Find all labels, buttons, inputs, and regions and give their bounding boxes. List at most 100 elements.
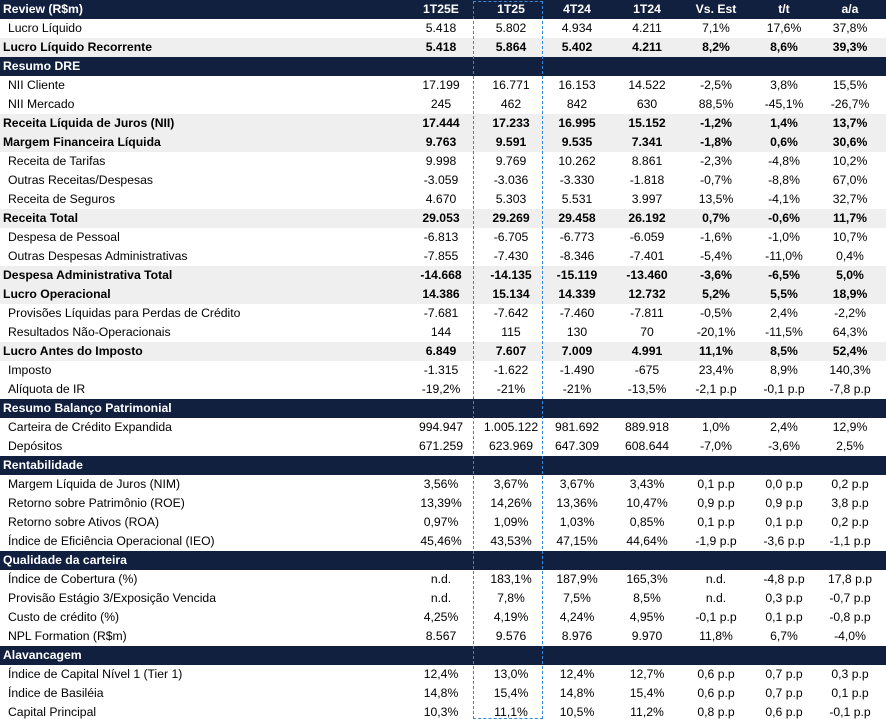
row-label: Depósitos — [8, 439, 63, 453]
value-vs-est: 5,2% — [702, 287, 730, 301]
value-1t24: 4,95% — [629, 610, 665, 624]
value-aa: 64,3% — [832, 325, 868, 339]
value-4t24: 16.995 — [558, 116, 596, 130]
value-vs-est: n.d. — [705, 572, 727, 586]
value-tt: -0,6% — [768, 211, 800, 225]
value-tt: -11,5% — [765, 325, 803, 339]
value-tt: -8,8% — [768, 173, 800, 187]
row-label: Retorno sobre Ativos (ROA) — [8, 515, 160, 529]
value-1t25: 462 — [500, 97, 522, 111]
value-1t25e: n.d. — [430, 572, 452, 586]
value-vs-est: 0,6 p.p — [697, 686, 735, 700]
table-row: NII Mercado 245 462 842 630 88,5% -45,1% -26,7% — [0, 95, 886, 114]
table-row: Índice de Basiléia 14,8% 15,4% 14,8% 15,4% 0,… — [0, 684, 886, 703]
table-row: Alíquota de IR -19,2% -21% -21% -13,5% -2,1 p… — [0, 380, 886, 399]
table-row: Resultados Não-Operacionais 144 115 130 70 -2… — [0, 323, 886, 342]
row-label: Review (R$m) — [3, 2, 83, 16]
value-4t24: 5.402 — [561, 40, 593, 54]
value-4t24: 5.531 — [561, 192, 593, 206]
value-1t25e: 144 — [430, 325, 452, 339]
value-aa: 10,2% — [832, 154, 868, 168]
value-1t24: -13,5% — [627, 382, 667, 396]
value-1t25: 5.864 — [495, 40, 527, 54]
value-vs-est: -1,8% — [700, 135, 732, 149]
row-label: NII Mercado — [8, 97, 75, 111]
value-4t24: 4,24% — [559, 610, 595, 624]
value-1t25e: -19,2% — [421, 382, 461, 396]
value-vs-est: -0,1 p.p — [695, 610, 737, 624]
value-1t24: 10,47% — [626, 496, 668, 510]
row-label: Lucro Líquido — [8, 21, 82, 35]
value-1t24: 889.918 — [624, 420, 670, 434]
table-row: Outras Despesas Administrativas -7.855 -7.… — [0, 247, 886, 266]
value-aa: -0,7 p.p — [829, 591, 871, 605]
row-label: Lucro Operacional — [3, 287, 111, 301]
value-4t24: 130 — [566, 325, 588, 339]
value-1t25e: -14.668 — [420, 268, 462, 282]
value-1t25e: 0,97% — [423, 515, 459, 529]
row-label: Índice de Cobertura (%) — [8, 572, 138, 586]
row-label: Índice de Eficiência Operacional (IEO) — [8, 534, 215, 548]
value-1t25: 183,1% — [490, 572, 532, 586]
value-1t25: 15.134 — [492, 287, 530, 301]
row-label: Custo de crédito (%) — [8, 610, 120, 624]
value-tt: 6,7% — [770, 629, 798, 643]
value-1t24: 14.522 — [628, 78, 666, 92]
value-1t25e: 17.444 — [422, 116, 460, 130]
value-1t25: 3,67% — [493, 477, 529, 491]
value-vs-est: -1,6% — [700, 230, 732, 244]
value-tt: -11,0% — [765, 249, 803, 263]
value-1t25: -3.036 — [493, 173, 529, 187]
value-4t24: 3,67% — [559, 477, 595, 491]
value-1t24: 8.861 — [631, 154, 663, 168]
value-aa: 18,9% — [832, 287, 868, 301]
value-vs-est: 0,6 p.p — [697, 667, 735, 681]
value-1t25e: 10,3% — [423, 705, 459, 719]
value-4t24: 14.339 — [558, 287, 596, 301]
value-tt: -0,1 p.p — [763, 382, 805, 396]
value-1t24: 44,64% — [626, 534, 668, 548]
value-1t25e: 5.418 — [425, 21, 457, 35]
table-row: Índice de Eficiência Operacional (IEO) 45… — [0, 532, 886, 551]
table-row: Custo de crédito (%) 4,25% 4,19% 4,24% 4,95%… — [0, 608, 886, 627]
value-1t24: 15.152 — [628, 116, 666, 130]
value-aa: -7,8 p.p — [829, 382, 871, 396]
row-label: Retorno sobre Patrimônio (ROE) — [8, 496, 185, 510]
value-vs-est: -0,5% — [700, 306, 732, 320]
value-4t24: -1.490 — [559, 363, 595, 377]
column-header-tt: t/t — [778, 2, 790, 16]
value-aa: 12,9% — [832, 420, 868, 434]
value-tt: 8,6% — [770, 40, 798, 54]
value-vs-est: -0,7% — [700, 173, 732, 187]
row-label: Índice de Capital Nível 1 (Tier 1) — [8, 667, 183, 681]
value-tt: 2,4% — [770, 420, 798, 434]
row-label: Provisão Estágio 3/Exposição Vencida — [8, 591, 216, 605]
row-label: Outras Despesas Administrativas — [8, 249, 188, 263]
row-label: NPL Formation (R$m) — [8, 629, 127, 643]
table-row: Capital Principal 10,3% 11,1% 10,5% 11,2% 0,8… — [0, 703, 886, 722]
value-1t25: -7.430 — [493, 249, 529, 263]
value-4t24: 8.976 — [561, 629, 593, 643]
value-aa: 13,7% — [832, 116, 868, 130]
value-4t24: 647.309 — [554, 439, 600, 453]
row-label: Lucro Líquido Recorrente — [3, 40, 152, 54]
value-vs-est: -7,0% — [700, 439, 732, 453]
value-1t24: 630 — [636, 97, 658, 111]
table-row: Lucro Líquido 5.418 5.802 4.934 4.211 7,1% 17,… — [0, 19, 886, 38]
value-tt: 0,3 p.p — [765, 591, 803, 605]
value-1t24: 4.211 — [632, 21, 662, 35]
value-vs-est: -3,6% — [700, 268, 732, 282]
value-1t25e: 4,25% — [423, 610, 459, 624]
value-tt: 0,9 p.p — [765, 496, 803, 510]
table-row: Índice de Capital Nível 1 (Tier 1) 12,4% 1… — [0, 665, 886, 684]
table-row: Provisões Líquidas para Perdas de Crédit… — [0, 304, 886, 323]
value-1t25: 115 — [501, 325, 521, 339]
table-row: Índice de Cobertura (%) n.d. 183,1% 187,9% 1… — [0, 570, 886, 589]
row-label: Outras Receitas/Despesas — [8, 173, 153, 187]
value-tt: 2,4% — [770, 306, 798, 320]
row-label: Capital Principal — [8, 705, 97, 719]
value-1t24: 70 — [640, 325, 654, 339]
value-tt: -1,0% — [768, 230, 800, 244]
table-row: Receita Líquida de Juros (NII) 17.444 17.2… — [0, 114, 886, 133]
